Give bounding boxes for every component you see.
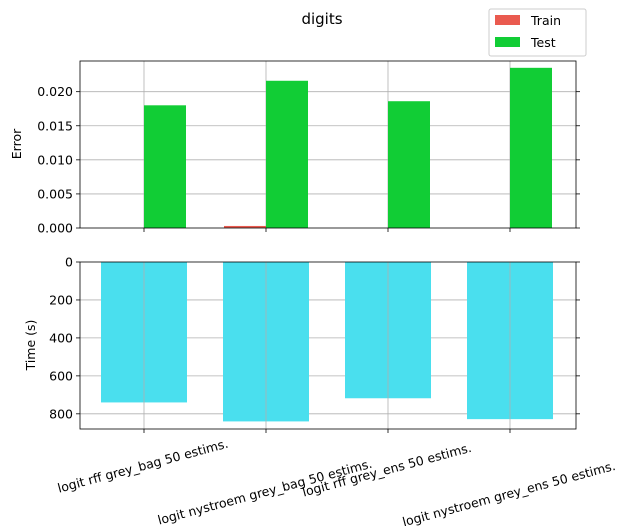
error-bar-test-0 [144, 105, 186, 228]
error-bar-test-3 [510, 67, 552, 228]
error-plot-frame [79, 60, 577, 229]
time-plot-frame [79, 261, 577, 430]
error-bar-train-1 [224, 225, 266, 228]
legend-label-train: Train [530, 13, 561, 28]
x-tick-label-1: logit nystroem grey_bag 50 estims. [156, 456, 374, 526]
legend-swatch-test [495, 37, 520, 47]
error-ytick-label-1: 0.005 [37, 186, 73, 201]
error-bar-test-1 [266, 80, 308, 228]
time-ytick-label-3: 600 [49, 368, 73, 383]
error-ytick-label-4: 0.020 [37, 84, 73, 99]
error-ytick-label-0: 0.000 [37, 221, 73, 236]
time-axis-label: Time (s) [23, 320, 38, 372]
legend: Train Test [488, 8, 587, 57]
time-ytick-label-2: 400 [49, 330, 73, 345]
error-ytick-label-3: 0.015 [37, 118, 73, 133]
x-tick-labels: logit rff grey_bag 50 estims.logit nystr… [56, 436, 617, 526]
time-plot: 0 200 400 600 800 [49, 255, 580, 433]
x-tick-label-3: logit nystroem grey_ens 50 estims. [401, 458, 617, 526]
x-tick-label-0: logit rff grey_bag 50 estims. [56, 436, 230, 496]
error-axis-label: Error [9, 128, 24, 159]
time-ytick-label-4: 800 [49, 406, 73, 421]
time-ytick-label-1: 200 [49, 292, 73, 307]
error-bar-test-2 [388, 101, 430, 228]
time-ytick-label-0: 0 [65, 255, 73, 270]
chart-title: digits [301, 10, 342, 28]
legend-swatch-train [495, 15, 520, 25]
error-plot: 0.000 0.005 0.010 0.015 0.020 [37, 60, 580, 236]
legend-label-test: Test [530, 35, 556, 50]
error-ytick-label-2: 0.010 [37, 152, 73, 167]
